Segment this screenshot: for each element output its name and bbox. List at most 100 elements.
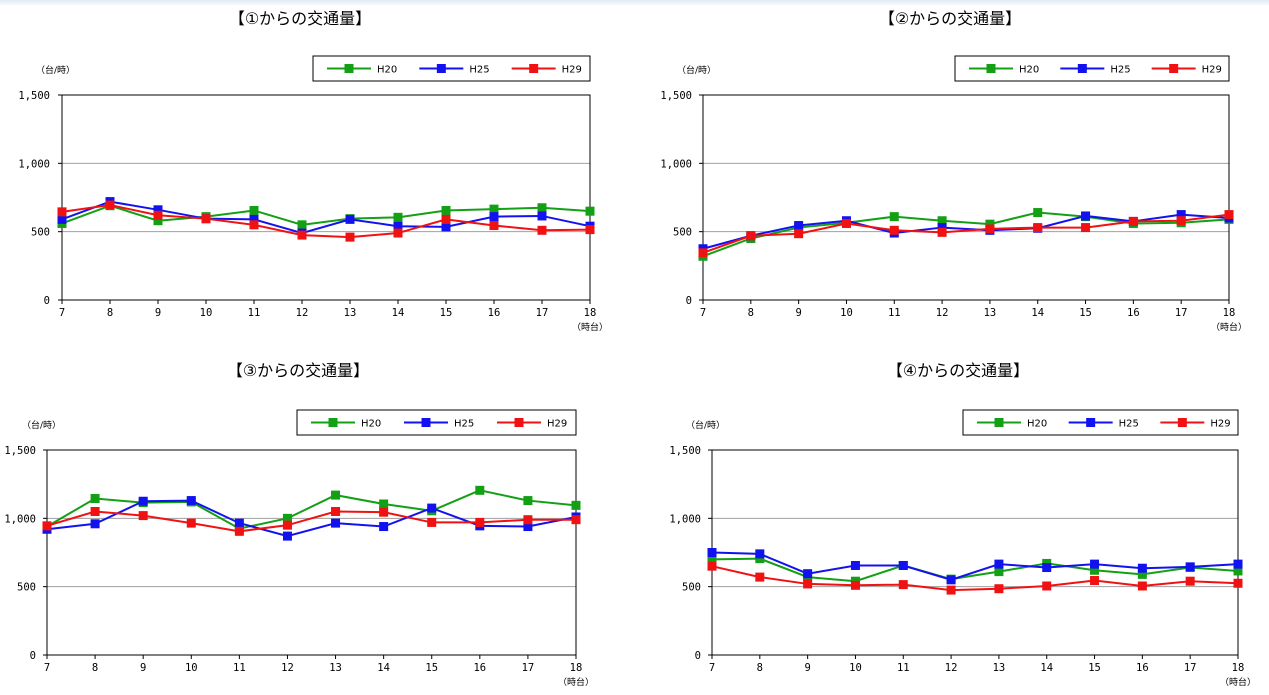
x-tick-label: 10 xyxy=(185,662,198,674)
chart-group: 【①からの交通量】 （台/時） 0 500 1,000 1,500 7 8 9 10 11 12 13 1… xyxy=(18,9,608,333)
series-line-h20 xyxy=(46,489,577,530)
series-line-h25 xyxy=(711,551,1239,581)
data-point-h20 xyxy=(1090,565,1100,575)
x-tick-label: 11 xyxy=(888,307,901,319)
x-tick-label: 17 xyxy=(1175,307,1188,319)
data-point-h20 xyxy=(937,216,947,226)
data-point-h20 xyxy=(393,212,403,222)
legend-label-h29: H29 xyxy=(1210,419,1230,430)
x-tick-label: 15 xyxy=(440,307,453,319)
chart-svg: 【①からの交通量】 （台/時） 0 500 1,000 1,500 7 8 9 10 11 12 13 1… xyxy=(18,9,608,333)
x-axis-unit-label: （時台） xyxy=(572,321,608,333)
data-point-h20 xyxy=(755,554,765,564)
x-tick-label: 14 xyxy=(377,662,390,674)
data-point-h29 xyxy=(1224,210,1234,220)
data-point-h25 xyxy=(249,214,259,224)
legend-label-h29: H29 xyxy=(562,65,582,76)
x-tick-label: 18 xyxy=(1223,307,1236,319)
x-tick-label: 13 xyxy=(344,307,357,319)
data-point-h25 xyxy=(379,522,389,532)
y-tick-label: 0 xyxy=(695,650,701,662)
x-tick-label: 11 xyxy=(897,662,910,674)
x-tick-label: 11 xyxy=(248,307,261,319)
x-tick-label: 17 xyxy=(536,307,549,319)
data-point-h29 xyxy=(201,214,211,224)
data-point-h29 xyxy=(1176,216,1186,226)
y-axis-unit-label: （台/時） xyxy=(22,419,61,431)
x-tick-label: 7 xyxy=(44,662,50,674)
data-point-h29 xyxy=(1042,581,1052,591)
data-point-h20 xyxy=(475,485,485,495)
data-point-h29 xyxy=(282,520,292,530)
legend-label-h25: H25 xyxy=(469,65,489,76)
legend-marker-h20 xyxy=(344,64,354,73)
legend-marker-h29 xyxy=(529,64,539,73)
data-point-h20 xyxy=(90,494,100,504)
data-point-h29 xyxy=(1033,223,1043,233)
data-point-h29 xyxy=(1090,576,1100,586)
y-tick-label: 1,500 xyxy=(18,90,50,102)
data-point-h29 xyxy=(746,231,756,241)
x-tick-label: 16 xyxy=(488,307,501,319)
x-axis-unit-label: （時台） xyxy=(558,676,594,688)
x-tick-label: 10 xyxy=(200,307,213,319)
y-tick-label: 1,500 xyxy=(4,445,36,457)
x-tick-label: 13 xyxy=(329,662,342,674)
y-tick-label: 0 xyxy=(686,295,692,307)
series-line-h25 xyxy=(61,200,591,235)
data-point-h29 xyxy=(985,224,995,234)
legend-label-h20: H20 xyxy=(361,419,381,430)
legend-marker-h25 xyxy=(436,64,446,73)
data-point-h25 xyxy=(1042,563,1052,573)
data-point-h29 xyxy=(707,561,717,571)
data-point-h29 xyxy=(850,580,860,590)
data-point-h25 xyxy=(994,559,1004,569)
data-point-h29 xyxy=(1137,581,1147,591)
data-point-h29 xyxy=(537,225,547,235)
data-point-h25 xyxy=(1185,562,1195,572)
data-point-h29 xyxy=(186,518,196,528)
x-tick-label: 9 xyxy=(140,662,146,674)
x-axis-unit-label: （時台） xyxy=(1220,676,1256,688)
data-point-h29 xyxy=(523,515,533,525)
x-tick-label: 14 xyxy=(1040,662,1053,674)
data-point-h25 xyxy=(489,212,499,222)
legend-marker-h20 xyxy=(994,418,1004,427)
chart-group: 【④からの交通量】 （台/時） 0 500 1,000 1,500 7 8 9 10 11 12 13 1… xyxy=(669,361,1256,688)
legend-label-h29: H29 xyxy=(547,419,567,430)
series-line-h25 xyxy=(46,499,577,538)
data-point-h20 xyxy=(585,206,595,216)
y-tick-label: 1,500 xyxy=(660,90,692,102)
chart-svg: 【②からの交通量】 （台/時） 0 500 1,000 1,500 7 8 9 10 11 12 13 1… xyxy=(660,9,1247,333)
plot-frame xyxy=(46,449,577,656)
data-point-h25 xyxy=(1233,559,1243,569)
data-point-h25 xyxy=(427,503,437,513)
data-point-h20 xyxy=(282,513,292,523)
y-tick-label: 1,500 xyxy=(669,445,701,457)
x-axis-unit-label: （時台） xyxy=(1211,321,1247,333)
legend-marker-h29 xyxy=(514,418,524,427)
x-tick-label: 18 xyxy=(1232,662,1245,674)
data-point-h25 xyxy=(803,569,813,579)
y-tick-label: 500 xyxy=(17,582,36,594)
data-point-h25 xyxy=(138,496,148,506)
series-line-h20 xyxy=(711,557,1239,583)
plot-frame xyxy=(61,94,591,301)
series-line-h29 xyxy=(61,204,591,239)
data-point-h20 xyxy=(249,205,259,215)
x-tick-label: 18 xyxy=(584,307,597,319)
x-tick-label: 12 xyxy=(936,307,949,319)
chart-title: 【①からの交通量】 xyxy=(229,9,371,28)
data-point-h25 xyxy=(186,496,196,506)
data-point-h29 xyxy=(441,214,451,224)
x-tick-label: 16 xyxy=(473,662,486,674)
data-point-h25 xyxy=(1137,563,1147,573)
data-point-h20 xyxy=(153,216,163,226)
x-tick-label: 17 xyxy=(1184,662,1197,674)
x-tick-label: 13 xyxy=(993,662,1006,674)
data-point-h20 xyxy=(994,567,1004,577)
data-point-h29 xyxy=(585,225,595,235)
legend-label-h20: H20 xyxy=(377,65,397,76)
chart-svg: 【④からの交通量】 （台/時） 0 500 1,000 1,500 7 8 9 10 11 12 13 1… xyxy=(669,361,1256,688)
data-point-h29 xyxy=(105,200,115,210)
